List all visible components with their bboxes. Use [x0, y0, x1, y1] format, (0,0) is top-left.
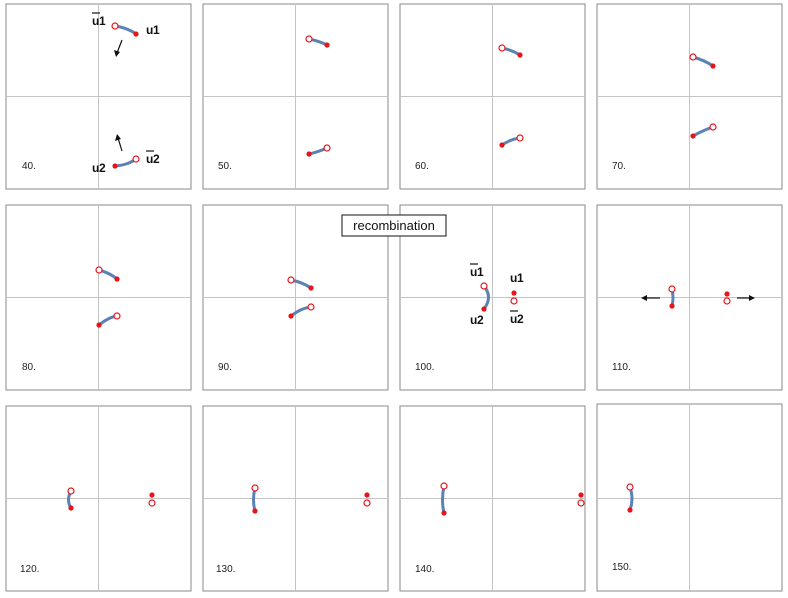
svg-text:u: u — [470, 265, 477, 279]
frame-120: 120. — [5, 405, 192, 592]
svg-text:u: u — [92, 14, 99, 28]
time-label: 80. — [22, 362, 36, 373]
svg-text:u: u — [470, 313, 477, 327]
svg-text:u: u — [146, 23, 153, 37]
label-ubar1: u 1 — [92, 12, 106, 28]
svg-text:1: 1 — [517, 271, 524, 285]
svg-text:u: u — [510, 312, 517, 326]
svg-text:2: 2 — [477, 313, 484, 327]
svg-text:u: u — [146, 152, 153, 166]
recombination-banner: recombination — [341, 214, 447, 237]
time-label: 140. — [415, 564, 434, 575]
time-label: 110. — [612, 362, 631, 373]
time-label: 50. — [218, 161, 232, 172]
time-label: 70. — [612, 161, 626, 172]
arrow-down-icon — [114, 39, 123, 57]
time-label: 130. — [216, 564, 235, 575]
frame-150: 150. — [596, 403, 783, 592]
frame-130: 130. — [202, 405, 389, 592]
svg-text:1: 1 — [99, 14, 106, 28]
svg-text:u: u — [510, 271, 517, 285]
label-u1: u 1 — [146, 23, 160, 37]
time-label: 120. — [20, 564, 39, 575]
time-label: 100. — [415, 362, 434, 373]
svg-text:2: 2 — [99, 161, 106, 175]
label-ubar1: u 1 — [470, 263, 484, 279]
svg-text:1: 1 — [477, 265, 484, 279]
svg-text:recombination: recombination — [353, 218, 435, 233]
frame-50: 50. — [202, 3, 389, 190]
svg-text:u: u — [92, 161, 99, 175]
time-label: 60. — [415, 161, 429, 172]
quark-2 — [112, 163, 118, 169]
time-label: 150. — [612, 562, 631, 573]
frame-60: 60. — [399, 3, 586, 190]
label-u2: u 2 — [92, 161, 106, 175]
frame-140: 140. — [399, 405, 586, 592]
frame-80: 80. — [5, 204, 192, 391]
label-u2: u 2 — [470, 313, 484, 327]
frame-40: u 1 u 1 u 2 u 2 40. — [5, 3, 192, 190]
time-label: 40. — [22, 161, 36, 172]
frame-70: 70. — [596, 3, 783, 190]
arrow-up-icon — [115, 134, 123, 152]
quark-1 — [133, 31, 139, 37]
arrow-left-icon — [641, 295, 660, 301]
antiquark-2 — [132, 155, 140, 163]
svg-text:2: 2 — [153, 152, 160, 166]
antiquark-1 — [111, 22, 119, 30]
svg-text:2: 2 — [517, 312, 524, 326]
time-label: 90. — [218, 362, 232, 373]
label-ubar2: u 2 — [146, 150, 160, 166]
label-u1: u 1 — [510, 271, 524, 285]
frame-110: 110. — [596, 204, 783, 391]
label-ubar2: u 2 — [510, 310, 524, 326]
svg-text:1: 1 — [153, 23, 160, 37]
arrow-right-icon — [737, 295, 755, 301]
